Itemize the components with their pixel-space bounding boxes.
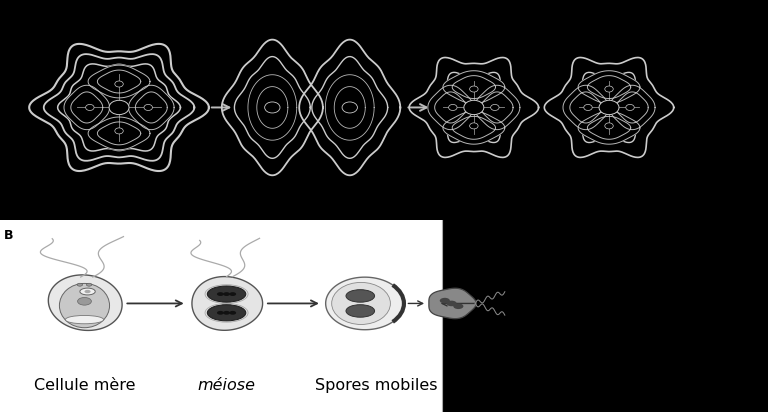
Circle shape xyxy=(605,86,614,92)
Ellipse shape xyxy=(207,286,246,302)
Polygon shape xyxy=(64,85,110,130)
Polygon shape xyxy=(29,44,209,171)
Circle shape xyxy=(84,290,91,293)
Polygon shape xyxy=(326,277,404,330)
Polygon shape xyxy=(257,87,288,128)
Circle shape xyxy=(87,283,92,286)
Circle shape xyxy=(265,102,280,113)
Text: méiose: méiose xyxy=(197,378,256,393)
Circle shape xyxy=(470,123,478,129)
Circle shape xyxy=(217,292,224,296)
Circle shape xyxy=(115,81,124,87)
Polygon shape xyxy=(88,65,150,98)
Polygon shape xyxy=(610,85,655,130)
Polygon shape xyxy=(545,58,674,157)
Circle shape xyxy=(464,100,484,115)
Polygon shape xyxy=(429,288,476,318)
Polygon shape xyxy=(563,85,608,130)
Circle shape xyxy=(223,311,230,315)
Circle shape xyxy=(599,100,619,115)
Ellipse shape xyxy=(332,282,390,325)
Text: Spores mobiles: Spores mobiles xyxy=(315,378,438,393)
Circle shape xyxy=(78,297,91,305)
Circle shape xyxy=(115,128,124,134)
Polygon shape xyxy=(48,275,122,330)
Circle shape xyxy=(453,303,463,309)
Circle shape xyxy=(230,292,237,296)
Circle shape xyxy=(605,123,614,129)
Polygon shape xyxy=(248,75,296,140)
Polygon shape xyxy=(88,117,150,150)
Polygon shape xyxy=(334,87,366,128)
Circle shape xyxy=(342,102,357,113)
Circle shape xyxy=(440,298,450,303)
Polygon shape xyxy=(443,71,505,103)
Text: B: B xyxy=(4,229,13,242)
Circle shape xyxy=(109,100,129,115)
Polygon shape xyxy=(443,112,505,144)
Circle shape xyxy=(77,283,83,286)
Polygon shape xyxy=(409,58,538,157)
Circle shape xyxy=(449,104,457,110)
Circle shape xyxy=(223,292,230,296)
Circle shape xyxy=(144,104,153,110)
Ellipse shape xyxy=(65,316,104,324)
Circle shape xyxy=(446,301,457,306)
Ellipse shape xyxy=(346,305,375,317)
Circle shape xyxy=(584,104,592,110)
Polygon shape xyxy=(475,85,520,130)
FancyBboxPatch shape xyxy=(0,220,442,412)
Polygon shape xyxy=(326,75,374,140)
Circle shape xyxy=(626,104,634,110)
Circle shape xyxy=(230,311,237,315)
Circle shape xyxy=(491,104,499,110)
Polygon shape xyxy=(578,112,640,144)
Circle shape xyxy=(470,86,478,92)
Ellipse shape xyxy=(346,290,375,302)
Polygon shape xyxy=(222,40,323,175)
Polygon shape xyxy=(578,71,640,103)
Ellipse shape xyxy=(59,283,110,328)
Circle shape xyxy=(217,311,224,315)
Polygon shape xyxy=(128,85,174,130)
Polygon shape xyxy=(192,276,263,330)
Ellipse shape xyxy=(207,305,246,321)
Text: Cellule mère: Cellule mère xyxy=(34,378,135,393)
Polygon shape xyxy=(300,40,400,175)
Circle shape xyxy=(86,104,94,110)
Polygon shape xyxy=(428,85,473,130)
Ellipse shape xyxy=(80,288,95,295)
